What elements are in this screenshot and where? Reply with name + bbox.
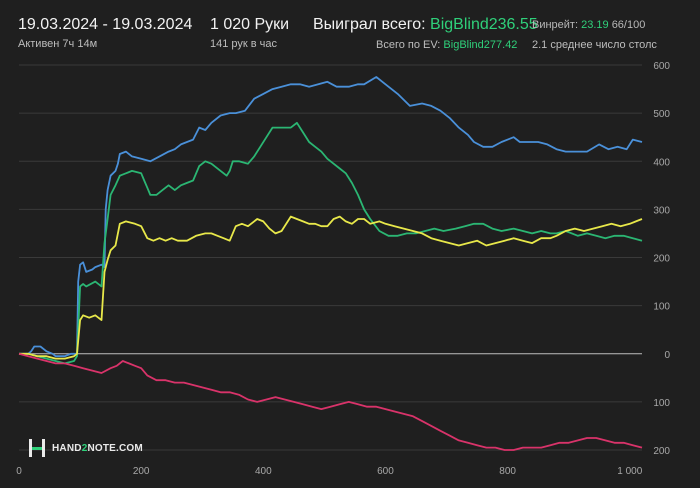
winrate: Винрейт: 23.19 66/100 (532, 19, 645, 31)
x-tick-label: 800 (499, 466, 516, 477)
y-tick-label: 300 (653, 205, 670, 216)
x-tick-label: 400 (255, 466, 272, 477)
chart-series (18, 76, 643, 451)
series-line-green (19, 121, 643, 365)
hands-count: 1 020 Руки (210, 16, 290, 33)
y-tick-label: 100 (653, 398, 670, 409)
logo-icon (29, 439, 45, 457)
x-tick-label: 600 (377, 466, 394, 477)
series-line-yellow (19, 215, 643, 360)
ev-total-value: BigBlind277.42 (443, 39, 518, 51)
winrate-value: 23.19 (581, 19, 609, 31)
active-time: Активен 7ч 14м (18, 38, 98, 50)
avg-players: 2.1 среднее число столс (532, 39, 657, 51)
x-tick-label: 0 (16, 466, 22, 477)
hands-per-hour: 141 рук в час (210, 38, 278, 50)
y-tick-label: 400 (653, 157, 670, 168)
won-total-value: BigBlind236.55 (430, 16, 538, 33)
ev-total-label: Всего по EV: (376, 39, 441, 51)
y-tick-label: 500 (653, 109, 670, 120)
ev-total: Всего по EV: BigBlind277.42 (376, 39, 517, 51)
winrate-extra: 66/100 (611, 19, 646, 31)
date-range: 19.03.2024 - 19.03.2024 (18, 16, 193, 33)
y-tick-label: 200 (653, 446, 670, 457)
hand2note-logo: HAND2NOTE.COM (28, 438, 143, 458)
y-tick-label: 200 (653, 254, 670, 265)
y-tick-label: 0 (664, 350, 670, 361)
winrate-label: Винрейт: (532, 19, 579, 31)
y-tick-labels: 600 500 400 300 200 100 0 100 200 (653, 61, 670, 457)
won-total-label: Выиграл всего: (313, 16, 426, 33)
y-tick-label: 600 (653, 61, 670, 72)
series-line-blue (19, 76, 643, 358)
y-tick-label: 100 (653, 302, 670, 313)
series-line-pink (18, 352, 643, 451)
x-tick-label: 1 000 (617, 466, 642, 477)
x-tick-label: 200 (133, 466, 150, 477)
x-tick-labels: 0 200 400 600 800 1 000 (16, 466, 643, 477)
logo-text: HAND2NOTE.COM (52, 442, 143, 454)
won-total: Выиграл всего: BigBlind236.55 (313, 16, 538, 34)
chart-grid (19, 64, 642, 451)
